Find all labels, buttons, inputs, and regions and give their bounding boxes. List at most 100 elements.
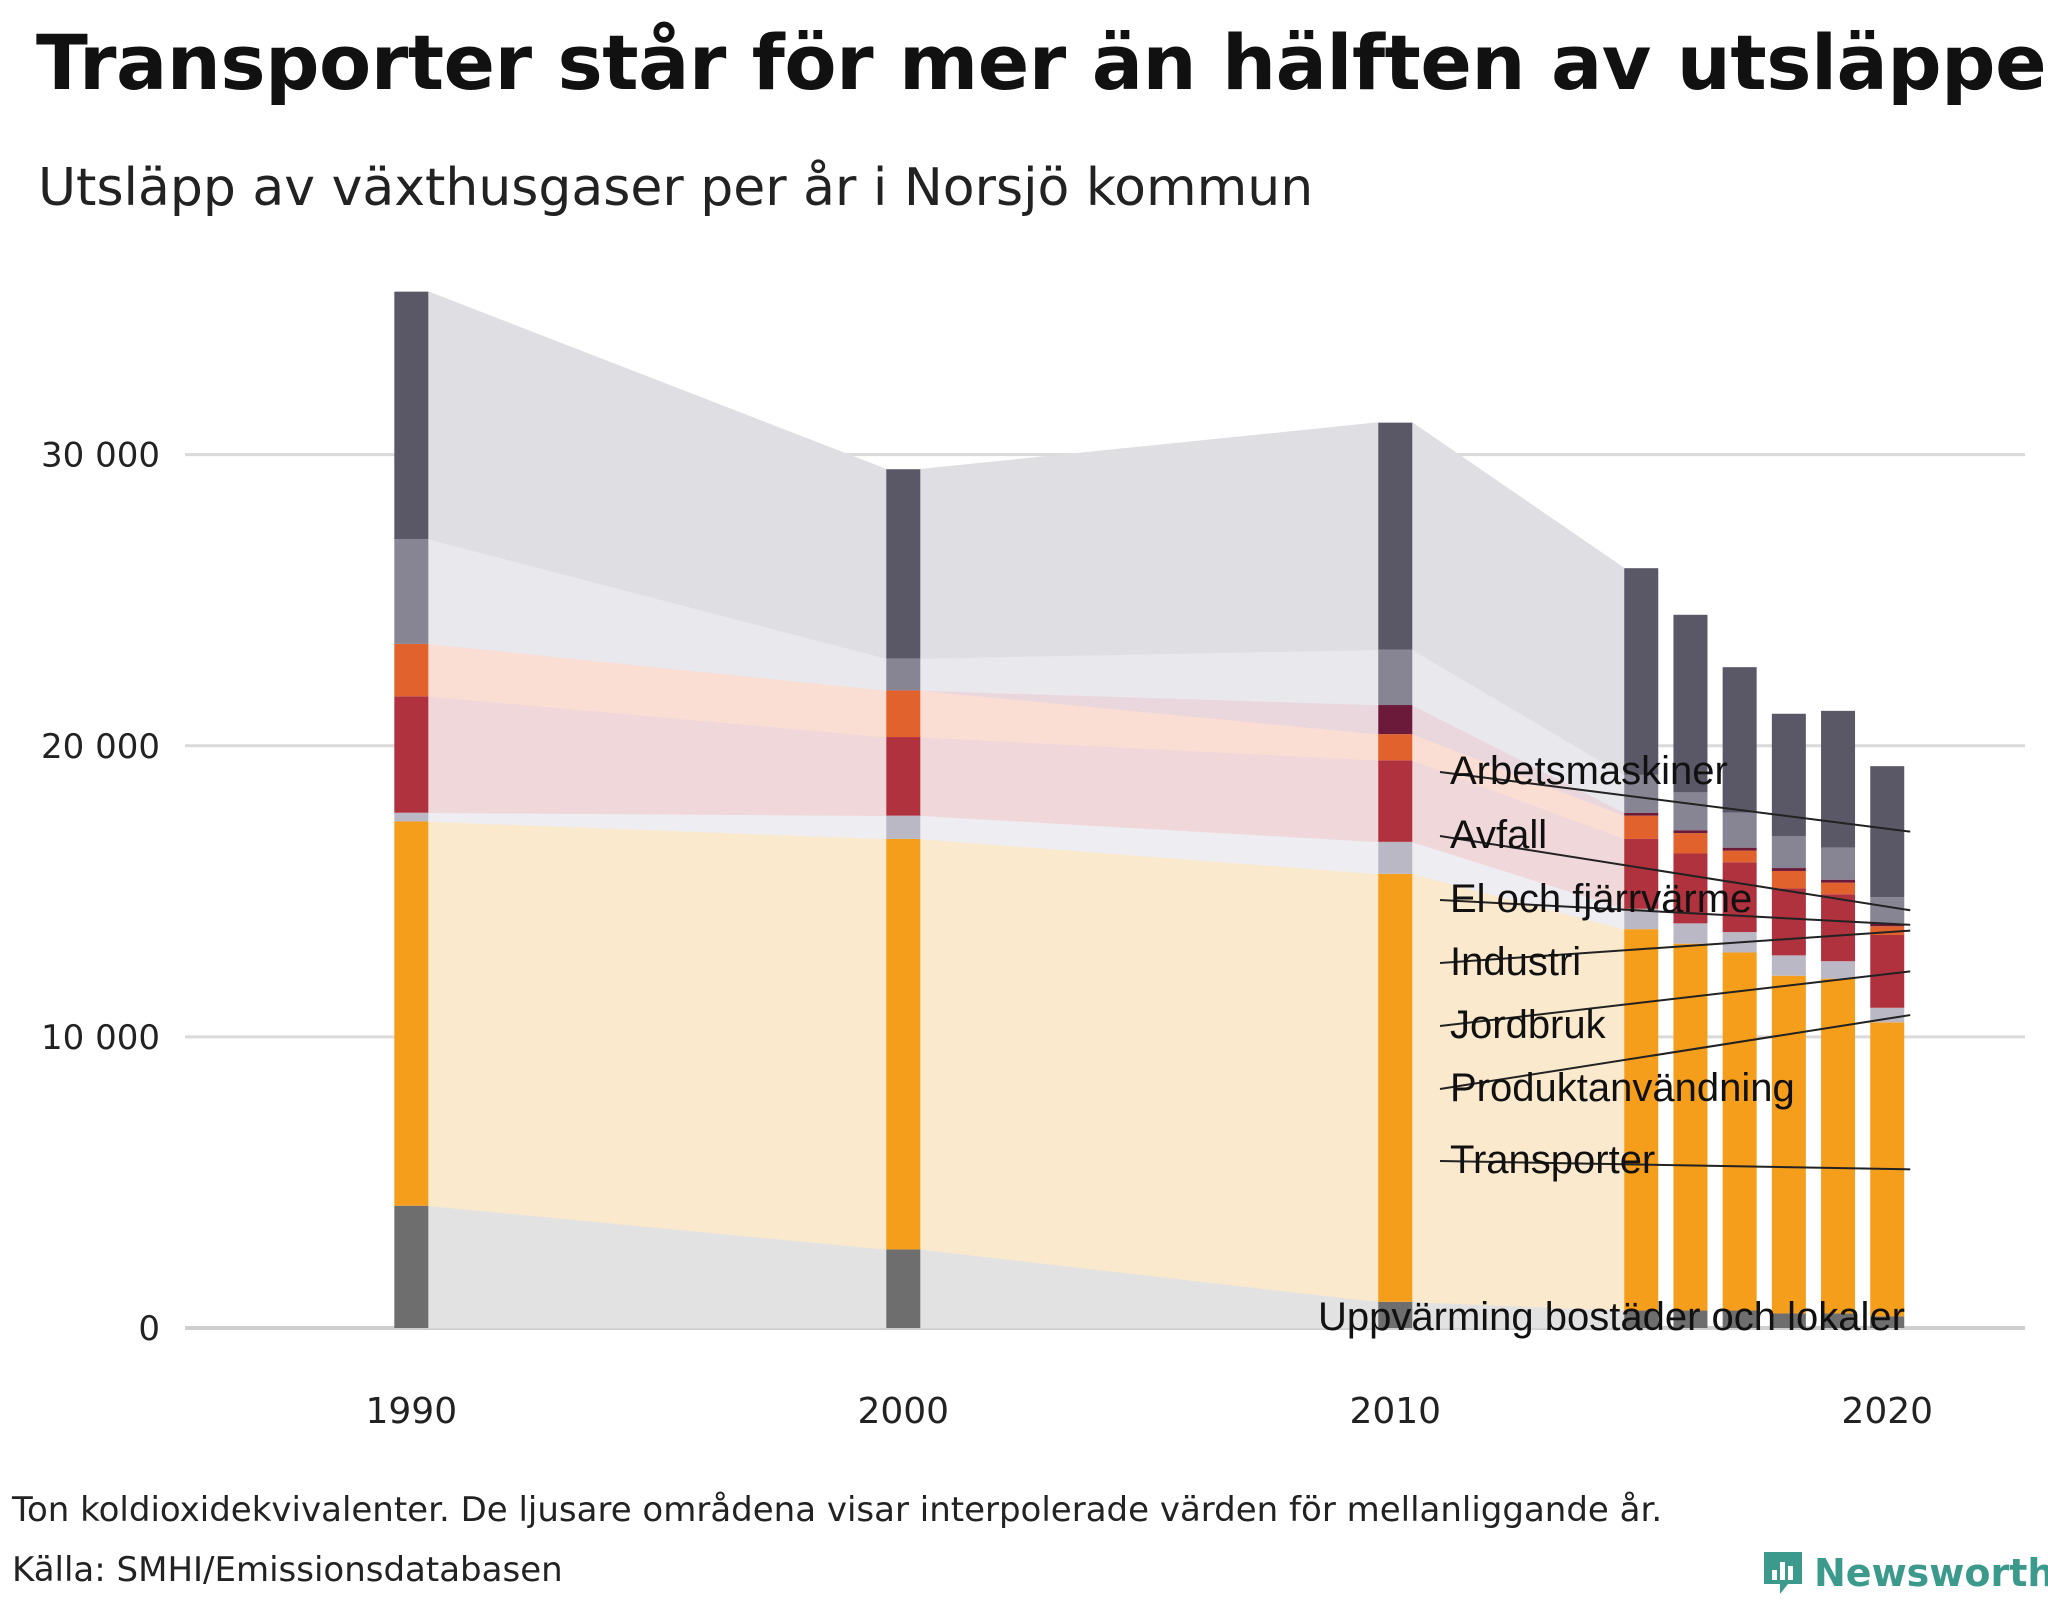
bar-segment-2016 xyxy=(1673,830,1708,834)
bar-segment-2020 xyxy=(1870,1007,1905,1023)
bar-segment-2000 xyxy=(886,658,921,691)
x-tick-label: 1990 xyxy=(365,1391,457,1432)
x-tick-label: 2020 xyxy=(1841,1391,1933,1432)
bar-segment-2015 xyxy=(1624,774,1659,813)
bar-segment-2010 xyxy=(1378,1301,1413,1328)
y-axis-ticks: 0 10 000 20 000 30 000 xyxy=(41,436,160,1349)
bar-segment-2017 xyxy=(1722,850,1757,863)
bar-segment-2000 xyxy=(886,690,921,738)
newsworthy-logo-icon xyxy=(1764,1552,1802,1594)
leader-line xyxy=(1439,970,1911,1027)
bar-segment-2018 xyxy=(1771,955,1806,976)
bar-segment-2010 xyxy=(1378,734,1413,761)
series-label: Uppvärming bostäder och lokaler xyxy=(1318,1295,1905,1339)
bar-segment-1990 xyxy=(394,696,429,813)
leader-line xyxy=(1439,1014,1911,1090)
bar-segment-2016 xyxy=(1673,833,1708,854)
bar-segment-2010 xyxy=(1378,649,1413,706)
y-tick-label: 10 000 xyxy=(41,1018,160,1058)
bar-segment-2019 xyxy=(1821,961,1856,979)
chart-area: 0 10 000 20 000 30 000 1990 2000 2010 2020 Arb… xyxy=(41,291,2025,1432)
leader-line xyxy=(1439,929,1911,964)
bar-segment-1990 xyxy=(394,539,429,644)
bar-segment-2018 xyxy=(1771,868,1806,871)
x-tick-label: 2000 xyxy=(857,1391,949,1432)
bar-segment-2000 xyxy=(886,838,921,1250)
x-axis-ticks: 1990 2000 2010 2020 xyxy=(365,1391,1933,1432)
series-label: Transporter xyxy=(1450,1138,1655,1182)
leader-line xyxy=(1439,899,1911,926)
bar-segment-2010 xyxy=(1378,422,1413,650)
bar-segment-2016 xyxy=(1673,923,1708,944)
bar-segment-2016 xyxy=(1673,1310,1708,1328)
bar-segment-2019 xyxy=(1821,710,1856,848)
bar-segment-1990 xyxy=(394,643,429,697)
bar-segment-2015 xyxy=(1624,1310,1659,1328)
bar-segment-2017 xyxy=(1722,667,1757,813)
bar-segment-2010 xyxy=(1378,705,1413,735)
series-label: Industri xyxy=(1450,940,1581,984)
bar-segment-2019 xyxy=(1821,847,1856,880)
bar-segment-2020 xyxy=(1870,935,1905,1008)
series-label: Produktanvändning xyxy=(1450,1066,1795,1110)
band-transporter xyxy=(919,838,1379,1303)
bar-segment-2015 xyxy=(1624,568,1659,775)
bar-segment-2019 xyxy=(1821,879,1856,883)
chart-title: Transporter står för mer än hälften av u… xyxy=(36,18,2048,107)
bar-segment-2000 xyxy=(886,737,921,816)
source-note: Källa: SMHI/Emissionsdatabasen xyxy=(12,1550,563,1590)
bar-segment-2016 xyxy=(1673,943,1708,1311)
bar-segment-1990 xyxy=(394,812,429,822)
bar-segment-2020 xyxy=(1870,897,1905,924)
chart-subtitle: Utsläpp av växthusgaser per år i Norsjö … xyxy=(38,158,1314,218)
bar-segment-2000 xyxy=(886,1249,921,1328)
bar-segment-2016 xyxy=(1673,614,1708,793)
y-tick-label: 30 000 xyxy=(41,436,160,476)
bar-segment-2020 xyxy=(1870,766,1905,898)
bar-segment-2000 xyxy=(886,815,921,839)
bar-segment-2017 xyxy=(1722,1310,1757,1328)
bar-segment-2020 xyxy=(1870,923,1905,927)
y-tick-label: 0 xyxy=(138,1309,160,1349)
bar-segment-2017 xyxy=(1722,812,1757,848)
bar-segment-1990 xyxy=(394,821,429,1206)
band-transporter xyxy=(428,821,887,1250)
brand-name: Newsworthy xyxy=(1814,1551,2048,1595)
bar-segment-2019 xyxy=(1821,978,1856,1314)
bar-segment-2020 xyxy=(1870,926,1905,935)
series-labels: Arbetsmaskiner Avfall El och fjärrvärme Ind… xyxy=(1318,749,1911,1339)
bar-segment-2018 xyxy=(1771,836,1806,869)
bar-segment-2017 xyxy=(1722,862,1757,933)
bar-segment-2017 xyxy=(1722,952,1757,1311)
bar-segment-2018 xyxy=(1771,870,1806,889)
band-arbetsmaskiner xyxy=(919,422,1379,659)
bar-segment-2015 xyxy=(1624,815,1659,839)
series-label: Jordbruk xyxy=(1450,1003,1607,1047)
bar-segment-2017 xyxy=(1722,847,1757,851)
newsworthy-logo: Newsworthy xyxy=(1760,1548,2048,1598)
bar-segment-2016 xyxy=(1673,792,1708,831)
bar-segment-2018 xyxy=(1771,975,1806,1314)
interpolated-bands xyxy=(428,291,1625,1329)
bar-segment-2015 xyxy=(1624,812,1659,816)
bar-segment-2018 xyxy=(1771,888,1806,956)
y-tick-label: 20 000 xyxy=(41,727,160,767)
bar-segment-2015 xyxy=(1624,908,1659,930)
bar-segment-2015 xyxy=(1624,838,1659,909)
bar-segment-2015 xyxy=(1624,929,1659,1311)
footnote: Ton koldioxidekvivalenter. De ljusare om… xyxy=(12,1490,1663,1530)
leader-line xyxy=(1439,771,1911,833)
bar-segment-2019 xyxy=(1821,1313,1856,1328)
leader-line xyxy=(1439,835,1911,912)
x-tick-label: 2010 xyxy=(1349,1391,1441,1432)
leader-line xyxy=(1439,1160,1911,1171)
bar-segment-2019 xyxy=(1821,882,1856,895)
bar-segment-2010 xyxy=(1378,841,1413,874)
bar-segment-1990 xyxy=(394,1205,429,1328)
bar-segment-2010 xyxy=(1378,760,1413,842)
series-label: Avfall xyxy=(1450,813,1547,857)
bar-segment-2019 xyxy=(1821,894,1856,962)
bar-segment-2018 xyxy=(1771,1313,1806,1328)
series-label: Arbetsmaskiner xyxy=(1450,749,1728,793)
bar-segment-2010 xyxy=(1378,873,1413,1302)
